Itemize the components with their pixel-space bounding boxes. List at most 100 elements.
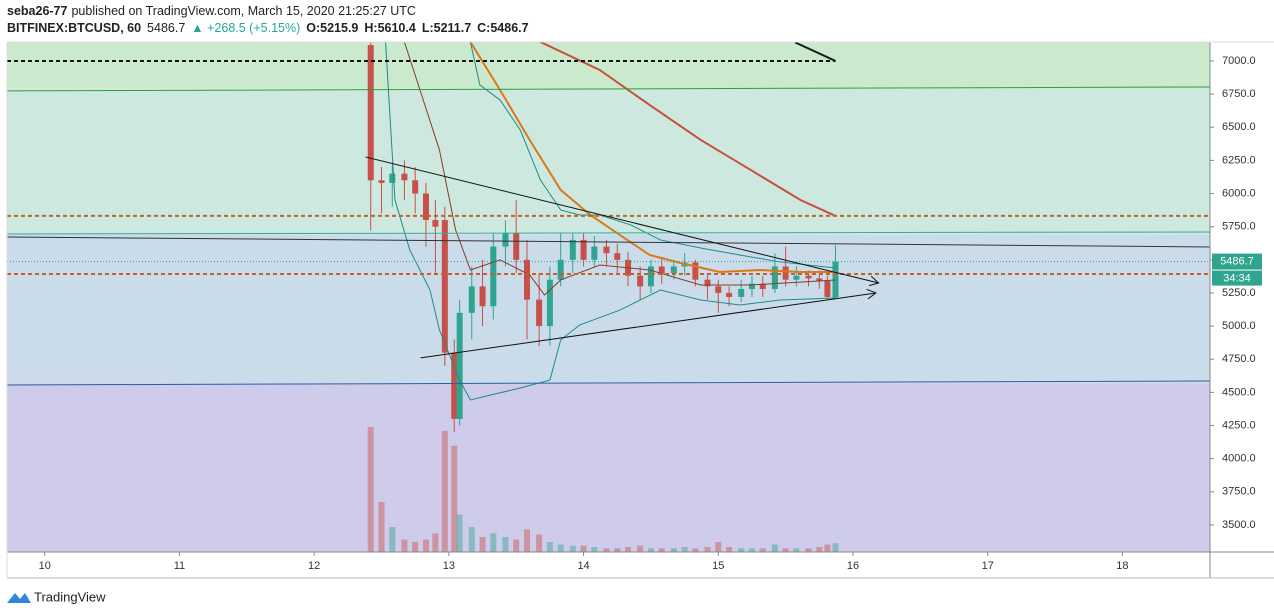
volume-bar xyxy=(569,545,576,552)
x-tick-label: 13 xyxy=(443,560,455,572)
volume-bar xyxy=(401,539,408,552)
plot-area xyxy=(7,42,1210,552)
candle-body xyxy=(502,233,509,247)
overlay-line xyxy=(385,42,836,401)
volume-bar xyxy=(832,543,839,552)
overlay-line xyxy=(365,156,878,283)
overlay-line xyxy=(7,236,1210,248)
candle-body xyxy=(378,180,385,183)
candle-body xyxy=(658,266,665,274)
volume-bar xyxy=(557,544,564,552)
candle-body xyxy=(546,279,553,327)
candle-body xyxy=(523,259,530,300)
volume-bar xyxy=(523,529,530,552)
countdown-box xyxy=(1212,270,1262,286)
last: 5486.7 xyxy=(147,21,185,35)
volume-bar xyxy=(793,548,800,552)
overlay-line xyxy=(7,86,1210,92)
volume-bar xyxy=(389,527,396,552)
candle-body xyxy=(816,278,823,282)
candle-body xyxy=(738,288,745,297)
volume-bar xyxy=(432,533,439,552)
volume-bar xyxy=(824,544,831,552)
volume-bar xyxy=(603,548,610,552)
candle-body xyxy=(726,292,733,297)
y-tick-label: 6250.0 xyxy=(1222,154,1256,166)
candle-body xyxy=(441,220,448,353)
candle-body xyxy=(432,220,439,227)
volume-bar xyxy=(451,445,458,552)
candle-body xyxy=(422,193,429,221)
candle-body xyxy=(536,299,543,327)
x-tick-label: 16 xyxy=(847,560,859,572)
candle-body xyxy=(490,246,497,307)
published: published on TradingView.com, March 15, … xyxy=(71,4,415,18)
candle-body xyxy=(824,281,831,297)
candle-body xyxy=(456,312,463,419)
volume-bar xyxy=(681,547,688,552)
overlay-line xyxy=(420,293,876,359)
ohlc-close: C:5486.7 xyxy=(477,21,528,35)
candle-body xyxy=(412,180,419,194)
volume-bar xyxy=(490,533,497,552)
x-tick-label: 17 xyxy=(982,560,994,572)
volume-bar xyxy=(771,544,778,552)
volume-bar xyxy=(614,548,621,552)
zone xyxy=(7,234,1210,384)
last-price-box xyxy=(1212,253,1262,270)
y-tick-label: 3500.0 xyxy=(1222,519,1256,531)
candle-body xyxy=(715,286,722,293)
volume-bar xyxy=(726,547,733,552)
y-tick-label: 5750.0 xyxy=(1222,221,1256,233)
x-tick-label: 12 xyxy=(308,560,320,572)
volume-bar xyxy=(704,547,711,552)
volume-bar xyxy=(759,548,766,552)
volume-bar xyxy=(782,548,789,552)
logo-icon xyxy=(7,593,31,603)
volume-bar xyxy=(805,548,812,552)
volume-bar xyxy=(479,537,486,552)
x-tick-label: 15 xyxy=(712,560,724,572)
volume-bar xyxy=(738,548,745,552)
volume-bar xyxy=(502,537,509,552)
candle-body xyxy=(468,286,475,313)
y-tick-label: 4000.0 xyxy=(1222,453,1256,465)
countdown-label: 34:34 xyxy=(1223,272,1251,284)
symbol: BITFINEX:BTCUSD, 60 xyxy=(7,21,141,35)
volume-bar xyxy=(378,502,385,552)
zone xyxy=(7,88,1210,235)
volume-bar xyxy=(513,539,520,552)
ohlc-high: H:5610.4 xyxy=(364,21,415,35)
publish-line: seba26-77 published on TradingView.com, M… xyxy=(7,4,416,18)
candle-body xyxy=(580,239,587,260)
candle-body xyxy=(603,246,610,254)
volume-bar xyxy=(625,547,632,552)
volume-bar xyxy=(715,542,722,552)
candle-body xyxy=(479,286,486,307)
x-tick-label: 18 xyxy=(1116,560,1128,572)
volume-bar xyxy=(692,548,699,552)
volume-bar xyxy=(546,542,553,552)
last-price-label: 5486.7 xyxy=(1220,255,1254,267)
zone xyxy=(7,42,1210,89)
x-tick-label: 10 xyxy=(39,560,51,572)
ohlc-low: L:5211.7 xyxy=(422,21,471,35)
y-tick-label: 6750.0 xyxy=(1222,88,1256,100)
y-tick-label: 4500.0 xyxy=(1222,386,1256,398)
overlay-line xyxy=(7,231,1210,235)
candle-body xyxy=(513,233,520,260)
volume-bar xyxy=(412,542,419,552)
y-tick-label: 4250.0 xyxy=(1222,419,1256,431)
candle-body xyxy=(389,173,396,183)
candle-body xyxy=(692,262,699,280)
x-tick-label: 11 xyxy=(174,560,185,572)
candle-body xyxy=(614,253,621,260)
candle-body xyxy=(759,283,766,289)
zone xyxy=(7,383,1210,552)
volume-bar xyxy=(536,534,543,552)
y-tick-label: 4750.0 xyxy=(1222,353,1256,365)
y-tick-label: 3750.0 xyxy=(1222,486,1256,498)
candle-body xyxy=(647,266,654,287)
candle-body xyxy=(832,261,839,298)
